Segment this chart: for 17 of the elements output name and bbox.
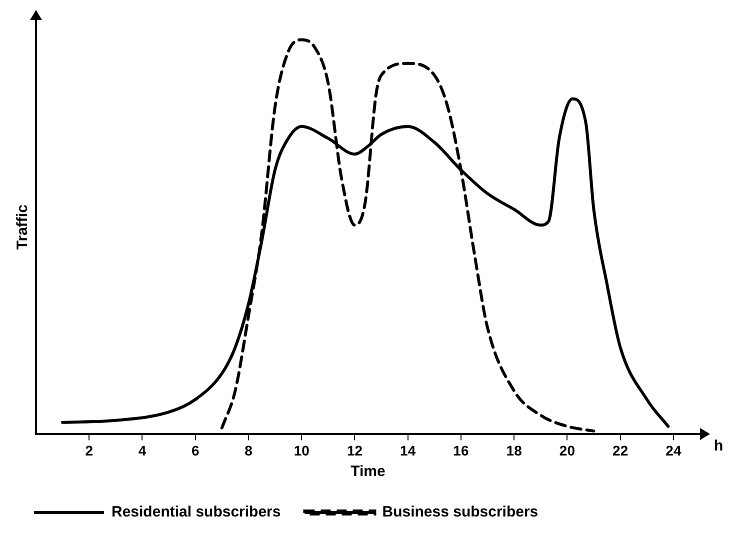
x-tick-label: 12	[346, 442, 363, 458]
x-tick-label: 4	[138, 442, 146, 458]
x-axis-title: Time	[350, 463, 386, 480]
x-tick-label: 14	[400, 442, 416, 458]
x-tick-label: 20	[559, 442, 576, 458]
y-axis-title: Traffic	[14, 204, 32, 250]
x-tick-label: 16	[453, 442, 469, 458]
x-tick-label: 2	[85, 442, 94, 458]
x-tick-label: 10	[294, 442, 310, 458]
x-tick-label: 22	[612, 442, 628, 458]
x-tick-label: 24	[666, 442, 682, 458]
x-tick-label: 18	[506, 442, 522, 458]
x-tick-label: 8	[244, 442, 253, 458]
legend-label: Residential subscribers	[112, 504, 281, 521]
x-tick-label: 6	[191, 442, 200, 458]
text: h	[714, 437, 724, 454]
legend-label: Business subscribers	[382, 504, 538, 521]
